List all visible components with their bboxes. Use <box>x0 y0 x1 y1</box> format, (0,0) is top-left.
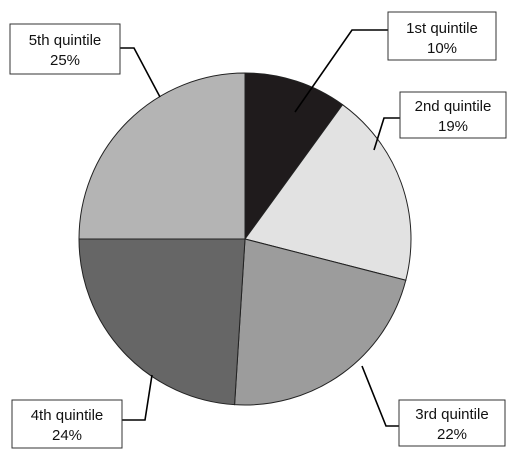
leader-line-q4 <box>122 374 153 421</box>
label-group-q4: 4th quintile 24% <box>11 374 153 449</box>
leader-line-q1 <box>294 29 388 113</box>
category-label-q4: 4th quintile <box>31 407 104 424</box>
label-group-q1: 1st quintile 10% <box>294 11 497 113</box>
value-label-q5: 25% <box>50 52 80 69</box>
category-label-q2: 2nd quintile <box>415 98 492 115</box>
label-box-q5 <box>9 23 121 75</box>
pie-slices <box>78 72 412 406</box>
category-label-q3: 3rd quintile <box>415 406 488 423</box>
label-box-q2 <box>399 91 507 139</box>
category-label-q1: 1st quintile <box>406 20 478 37</box>
label-box-q1 <box>387 11 497 61</box>
label-box-q3 <box>398 399 506 447</box>
pie-slice-q3 <box>234 238 407 406</box>
pie-slice-q2 <box>244 104 412 281</box>
category-label-q5: 5th quintile <box>29 32 102 49</box>
label-group-q3: 3rd quintile 22% <box>361 365 506 447</box>
leader-line-q5 <box>120 47 161 98</box>
label-group-q5: 5th quintile 25% <box>9 23 161 98</box>
pie-slice-q5 <box>78 72 246 240</box>
label-group-q2: 2nd quintile 19% <box>373 91 507 151</box>
value-label-q4: 24% <box>52 427 82 444</box>
label-box-q4 <box>11 399 123 449</box>
pie-slice-q4 <box>78 238 246 406</box>
value-label-q2: 19% <box>438 118 468 135</box>
pie-slice-q1 <box>244 72 344 241</box>
value-label-q3: 22% <box>437 426 467 443</box>
value-label-q1: 10% <box>427 40 457 57</box>
leader-line-q2 <box>373 117 400 151</box>
leader-line-q3 <box>361 365 399 427</box>
